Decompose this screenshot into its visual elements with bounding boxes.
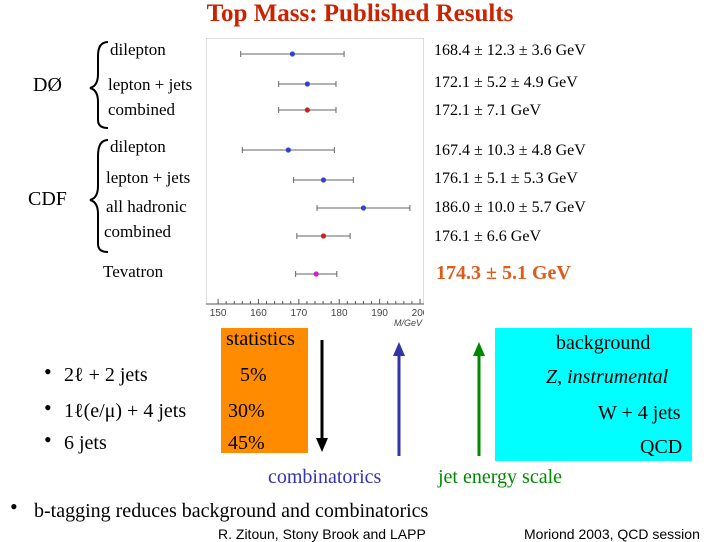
- row-label: dilepton: [110, 137, 166, 156]
- row-value: 172.1 ± 7.1 GeV: [434, 102, 541, 119]
- channel-percent: 45%: [228, 432, 265, 454]
- footer-author: R. Zitoun, Stony Brook and LAPP: [218, 526, 426, 542]
- combinatorics-label: combinatorics: [268, 466, 382, 488]
- row-value: 176.1 ± 6.6 GeV: [434, 228, 541, 245]
- data-point: [304, 81, 310, 87]
- x-tick-label: 150: [210, 308, 227, 319]
- row-value: 186.0 ± 10.0 ± 5.7 GeV: [434, 199, 586, 216]
- data-point: [304, 107, 310, 113]
- background-line: QCD: [640, 436, 683, 458]
- x-tick-label: 180: [331, 308, 348, 319]
- channel-label: 6 jets: [64, 432, 107, 454]
- mass-plot: 150 160 170 180 190 200M/GeV: [206, 38, 424, 326]
- data-point: [320, 177, 327, 183]
- bullet-icon: •: [44, 395, 52, 420]
- channel-label: 1ℓ(e/μ) + 4 jets: [64, 400, 187, 422]
- x-tick-label: 160: [250, 308, 267, 319]
- statistics-arrow-head: [316, 438, 328, 452]
- group-label-cdf: CDF: [28, 188, 67, 210]
- row-value: 176.1 ± 5.1 ± 5.3 GeV: [434, 170, 578, 187]
- data-point: [313, 271, 319, 277]
- data-point: [360, 205, 367, 211]
- background-line: Z, instrumental: [546, 366, 669, 388]
- bullet-icon: •: [44, 427, 52, 452]
- bullet-icon: •: [10, 494, 18, 519]
- background-box: [495, 328, 692, 461]
- plot-frame: [206, 38, 424, 305]
- jet-energy-scale-label: jet energy scale: [438, 466, 563, 488]
- row-value: 172.1 ± 5.2 ± 4.9 GeV: [434, 74, 578, 91]
- row-label: lepton + jets: [108, 75, 193, 94]
- channel-percent: 30%: [228, 400, 265, 422]
- x-axis-label: M/GeV: [394, 318, 423, 326]
- row-label: lepton + jets: [106, 168, 191, 187]
- statistics-label: statistics: [226, 328, 295, 350]
- row-label: Tevatron: [103, 262, 164, 281]
- x-tick-label: 200: [412, 308, 424, 319]
- jet-energy-arrow-head: [473, 342, 485, 356]
- footer-conference: Moriond 2003, QCD session: [524, 526, 700, 542]
- row-value: 168.4 ± 12.3 ± 3.6 GeV: [434, 42, 586, 59]
- channel-label: 2ℓ + 2 jets: [64, 364, 148, 386]
- page-title: Top Mass: Published Results: [206, 0, 514, 27]
- row-label: combined: [104, 222, 172, 241]
- data-point: [320, 233, 327, 239]
- row-label: combined: [108, 100, 176, 119]
- data-point: [285, 147, 291, 153]
- bullet-icon: •: [44, 359, 52, 384]
- x-tick-label: 170: [291, 308, 308, 319]
- row-label: all hadronic: [106, 197, 187, 216]
- btag-note: b-tagging reduces background and combina…: [34, 500, 429, 522]
- tevatron-value: 174.3 ± 5.1 GeV: [436, 262, 571, 284]
- statistics-box: [221, 328, 308, 453]
- combinatorics-arrow-head: [393, 342, 405, 356]
- background-line: W + 4 jets: [598, 402, 681, 424]
- x-tick-label: 190: [371, 308, 388, 319]
- channel-percent: 5%: [240, 364, 267, 386]
- row-value: 167.4 ± 10.3 ± 4.8 GeV: [434, 142, 586, 159]
- background-line: background: [556, 332, 651, 354]
- group-label-d0: DØ: [33, 74, 62, 96]
- row-label: dilepton: [110, 40, 166, 59]
- data-point: [289, 51, 295, 57]
